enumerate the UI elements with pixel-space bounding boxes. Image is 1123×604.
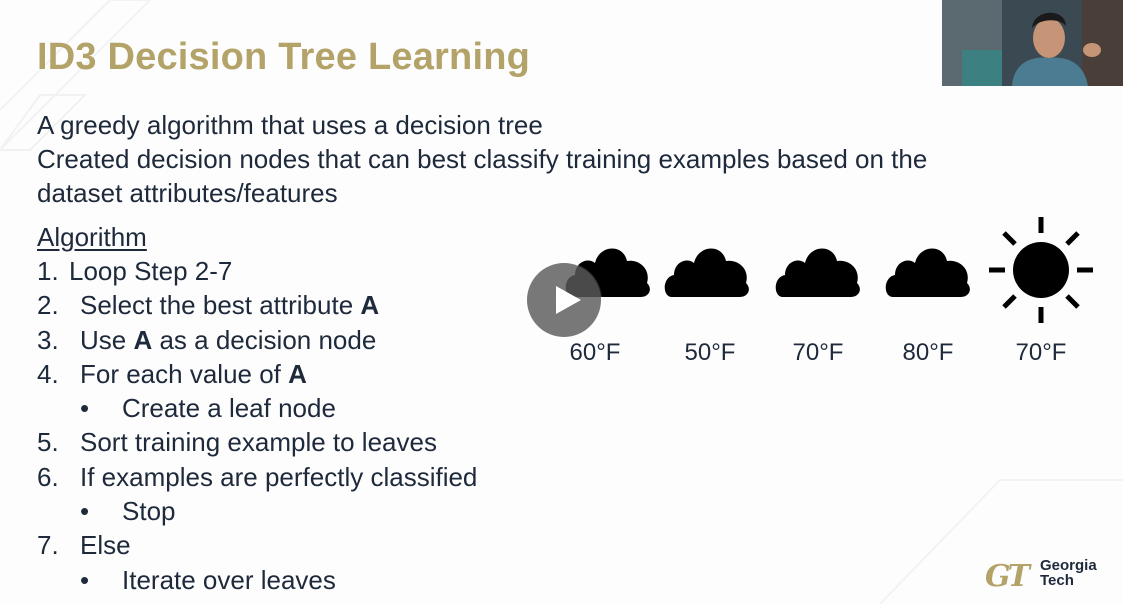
substep-text: Stop	[122, 496, 176, 527]
step-text-part: Select the best attribute	[80, 290, 361, 321]
algorithm-substep: • Iterate over leaves	[37, 563, 336, 597]
algorithm-step: 7. Else	[37, 528, 147, 562]
temperature-label: 50°F	[684, 339, 736, 366]
algorithm-substep: • Stop	[37, 494, 176, 528]
cloud-icon	[775, 248, 860, 297]
step-number: 4.	[37, 358, 59, 389]
step-text-part: as a decision node	[152, 324, 377, 355]
intro-line: A greedy algorithm that uses a decision …	[37, 110, 543, 140]
sun-icon	[989, 217, 1093, 323]
algorithm-heading: Algorithm	[37, 222, 147, 252]
presenter-video-icon	[942, 0, 1123, 86]
bullet: •	[80, 393, 90, 424]
substep-text: Create a leaf node	[122, 393, 336, 424]
step-text-part: Use	[80, 324, 134, 355]
algorithm-step: 2. Select the best attribute A	[37, 288, 379, 322]
intro-text: A greedy algorithm that uses a decision …	[37, 108, 927, 210]
temperature-label: 70°F	[792, 339, 844, 366]
cloud-icon	[885, 248, 970, 297]
step-text: Sort training example to leaves	[80, 427, 437, 458]
gt-monogram-icon: GT	[985, 559, 1030, 594]
step-text: For each value of A	[80, 357, 307, 391]
substep-text: Iterate over leaves	[122, 564, 336, 595]
play-button[interactable]	[527, 263, 601, 337]
algorithm-step: 1. Loop Step 2-7	[37, 254, 232, 288]
step-text: Else	[80, 530, 131, 561]
algorithm-step: 3. Use A as a decision node	[37, 323, 376, 357]
attribute-symbol: A	[360, 290, 380, 321]
georgia-tech-logo: GT Georgia Tech	[985, 557, 1110, 597]
cloud-icon	[664, 248, 749, 297]
algorithm-step: 6. If examples are perfectly classified	[37, 460, 477, 494]
step-number: 2.	[37, 290, 59, 321]
step-number: 5.	[37, 427, 59, 458]
step-number: 6.	[37, 461, 59, 492]
algorithm-substep: • Create a leaf node	[37, 391, 336, 425]
algorithm-step: 4. For each value of A	[37, 357, 307, 391]
attribute-symbol: A	[133, 324, 153, 355]
step-text: If examples are perfectly classified	[80, 461, 478, 492]
intro-line: dataset attributes/features	[37, 178, 338, 208]
step-number: 7.	[37, 530, 59, 561]
bullet: •	[80, 564, 90, 595]
logo-line: Tech	[1040, 572, 1074, 589]
step-text: Use A as a decision node	[80, 323, 376, 357]
step-text-part: For each value of	[80, 358, 289, 389]
temperature-label: 70°F	[1015, 339, 1067, 366]
step-number: 3.	[37, 324, 59, 355]
play-icon	[556, 286, 581, 314]
algorithm-step: 5. Sort training example to leaves	[37, 425, 437, 459]
logo-line: Georgia	[1040, 557, 1097, 574]
step-text: Loop Step 2-7	[69, 256, 233, 286]
temperature-label: 80°F	[902, 339, 954, 366]
logo-text: Georgia Tech	[1040, 558, 1097, 588]
step-text: Select the best attribute A	[80, 288, 379, 322]
intro-line: Created decision nodes that can best cla…	[37, 144, 928, 174]
bullet: •	[80, 496, 90, 527]
webcam-overlay	[942, 0, 1123, 86]
temperature-label: 60°F	[569, 339, 621, 366]
weather-row: 60°F 50°F 70°F 80°F 70°F	[545, 215, 1105, 366]
step-number: 1.	[37, 256, 59, 286]
algorithm-list: Algorithm 1. Loop Step 2-7 2. Select the…	[37, 220, 477, 597]
slide-title: ID3 Decision Tree Learning	[37, 36, 531, 78]
attribute-symbol: A	[288, 358, 307, 389]
